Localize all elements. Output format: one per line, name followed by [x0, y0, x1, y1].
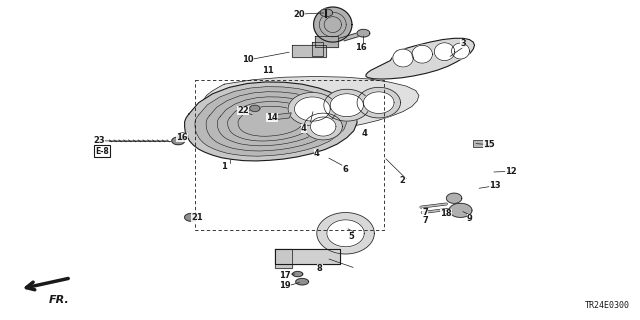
Text: 20: 20: [293, 10, 305, 19]
Polygon shape: [393, 49, 413, 67]
Polygon shape: [364, 92, 394, 114]
Polygon shape: [195, 87, 347, 156]
Text: 6: 6: [342, 165, 348, 174]
Polygon shape: [184, 82, 357, 161]
Text: 14: 14: [266, 114, 278, 123]
Polygon shape: [218, 97, 324, 146]
Polygon shape: [292, 45, 326, 57]
Text: 2: 2: [400, 176, 406, 185]
Polygon shape: [357, 29, 370, 37]
Text: 11: 11: [262, 66, 275, 75]
Polygon shape: [324, 89, 370, 121]
Polygon shape: [435, 43, 455, 60]
Text: 3: 3: [461, 39, 467, 48]
Polygon shape: [275, 249, 340, 264]
Polygon shape: [315, 36, 338, 47]
Text: 4: 4: [301, 124, 307, 132]
Text: E-8: E-8: [95, 147, 109, 156]
Polygon shape: [320, 9, 333, 17]
Polygon shape: [292, 271, 303, 276]
Text: TR24E0300: TR24E0300: [585, 301, 630, 310]
Text: 23: 23: [93, 136, 105, 145]
Text: 16: 16: [355, 43, 367, 52]
Text: 13: 13: [489, 181, 501, 190]
Polygon shape: [452, 43, 469, 59]
Polygon shape: [310, 117, 336, 136]
Text: 12: 12: [505, 167, 517, 176]
Polygon shape: [206, 92, 335, 151]
Text: 7: 7: [422, 216, 428, 225]
Polygon shape: [250, 105, 260, 112]
Polygon shape: [312, 42, 323, 56]
Text: 4: 4: [314, 149, 319, 158]
Polygon shape: [273, 113, 291, 120]
Polygon shape: [366, 38, 474, 79]
Text: 1: 1: [221, 162, 227, 171]
Text: 19: 19: [279, 281, 291, 290]
Polygon shape: [172, 137, 184, 145]
Polygon shape: [330, 94, 364, 117]
Polygon shape: [447, 193, 462, 203]
Polygon shape: [314, 7, 352, 42]
Polygon shape: [275, 249, 292, 268]
Text: 22: 22: [237, 106, 249, 115]
Text: 7: 7: [422, 208, 428, 217]
Polygon shape: [184, 213, 197, 221]
Text: 16: 16: [176, 133, 188, 142]
Text: 17: 17: [279, 271, 291, 280]
Text: FR.: FR.: [49, 295, 69, 305]
Polygon shape: [317, 212, 374, 254]
Text: 4: 4: [362, 129, 367, 138]
Bar: [473, 140, 491, 147]
Polygon shape: [339, 33, 364, 41]
Text: 10: 10: [242, 55, 253, 64]
Polygon shape: [412, 45, 433, 63]
Polygon shape: [296, 278, 308, 285]
Polygon shape: [288, 92, 337, 125]
Polygon shape: [202, 76, 419, 133]
Polygon shape: [449, 203, 472, 217]
Text: 18: 18: [440, 209, 452, 218]
Text: 15: 15: [483, 140, 495, 148]
Polygon shape: [304, 113, 342, 140]
Text: 8: 8: [317, 264, 323, 273]
Polygon shape: [238, 106, 303, 136]
Polygon shape: [327, 220, 364, 247]
Text: 5: 5: [349, 232, 355, 241]
Text: 21: 21: [191, 213, 203, 222]
Polygon shape: [178, 133, 188, 139]
Text: 9: 9: [467, 214, 472, 223]
Polygon shape: [357, 87, 401, 118]
Polygon shape: [294, 97, 330, 121]
Polygon shape: [228, 101, 314, 141]
